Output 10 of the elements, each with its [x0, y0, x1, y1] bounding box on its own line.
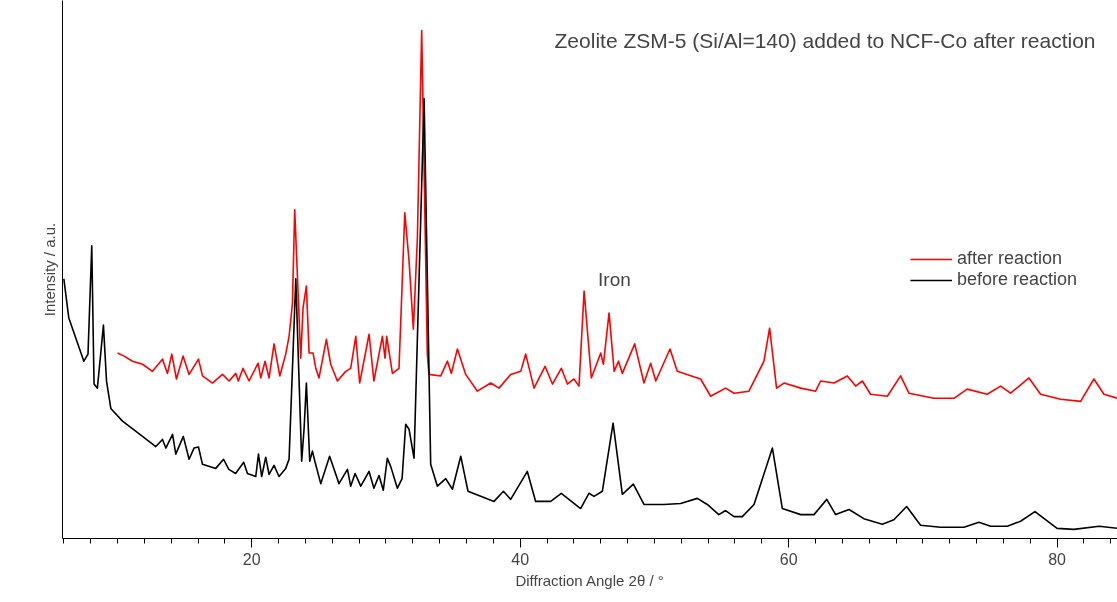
x-tick-label: 40: [511, 550, 530, 568]
x-tick-label: 60: [779, 550, 798, 568]
x-axis-title: Diffraction Angle 2θ / °: [515, 571, 664, 589]
legend-label: before reaction: [956, 269, 1077, 290]
y-axis-title: Intensity / a.u.: [40, 222, 58, 317]
chart-title: Zeolite ZSM-5 (Si/Al=140) added to NCF-Co after reaction: [554, 29, 1096, 52]
legend-label: after reaction: [956, 248, 1062, 269]
x-tick-label: 80: [1048, 550, 1067, 568]
annotation: Iron: [598, 269, 631, 291]
x-tick-label: 20: [242, 550, 261, 568]
